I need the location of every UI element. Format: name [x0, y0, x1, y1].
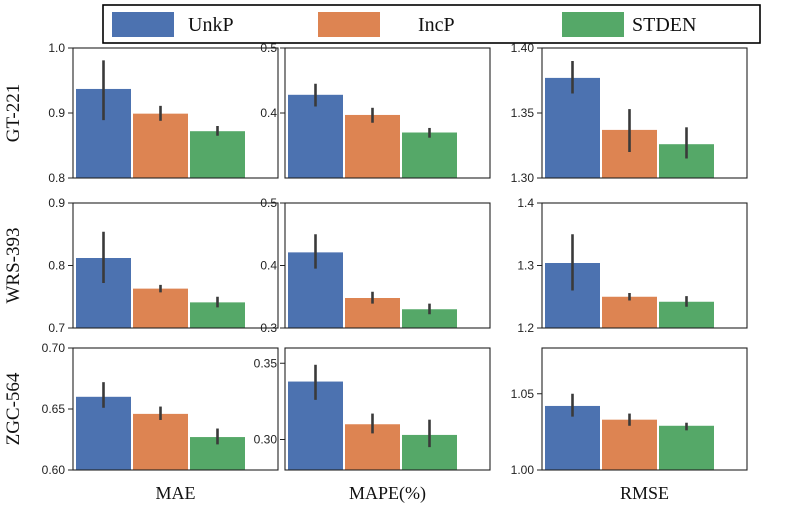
bar-stden — [402, 132, 457, 178]
y-tick-label: 0.5 — [260, 41, 277, 55]
axis-labels: GT-221 WRS-393 ZGC-564 MAE MAPE(%) RMSE — [3, 84, 669, 504]
y-tick-label: 1.3 — [517, 259, 534, 273]
bar-unkp — [545, 77, 600, 178]
y-tick-label: 0.8 — [48, 171, 65, 185]
panel-r0-c0: 0.8 0.9 1.0 — [48, 41, 279, 185]
bar-stden — [659, 425, 714, 470]
y-tick-label: 1.40 — [511, 41, 535, 55]
column-label-mae: MAE — [156, 483, 196, 503]
y-tick-label: 0.8 — [48, 259, 65, 273]
chart-panels: 0.80.91.00.40.51.301.351.400.70.80.90.30… — [42, 41, 748, 477]
y-tick-label: 0.3 — [260, 321, 277, 335]
bar-unkp — [288, 94, 343, 178]
y-tick-label: 1.4 — [517, 196, 534, 210]
y-tick-label: 0.65 — [42, 402, 66, 416]
row-label-gt-221: GT-221 — [3, 84, 24, 142]
bar-stden — [402, 309, 457, 328]
panel-r2-c2: 1.00 1.05 — [511, 347, 748, 477]
panel-r1-c1: 0.3 0.4 0.5 — [260, 196, 491, 335]
y-tick-label: 0.35 — [254, 356, 278, 370]
y-tick-label: 0.9 — [48, 196, 65, 210]
bar-incp — [345, 114, 400, 178]
bar-incp — [133, 413, 188, 470]
bar-unkp — [76, 396, 131, 470]
panel-r2-c0: 0.60 0.65 0.70 — [42, 341, 279, 477]
y-tick-label: 1.30 — [511, 171, 535, 185]
legend-frame — [102, 4, 761, 44]
y-tick-label: 0.7 — [48, 321, 65, 335]
bar-incp — [602, 296, 657, 328]
panel-r1-c2: 1.2 1.3 1.4 — [517, 196, 748, 335]
y-tick-label: 0.70 — [42, 341, 66, 355]
legend-swatch-stden — [562, 12, 624, 37]
panel-r2-c1: 0.30 0.35 — [254, 347, 491, 471]
bar-incp — [133, 288, 188, 328]
y-tick-label: 0.5 — [260, 196, 277, 210]
bar-stden — [190, 131, 245, 178]
y-tick-label: 1.05 — [511, 387, 535, 401]
y-tick-label: 0.30 — [254, 433, 278, 447]
y-tick-label: 1.00 — [511, 463, 535, 477]
bar-incp — [602, 419, 657, 470]
legend-label-incp: IncP — [418, 14, 455, 36]
panel-r0-c1: 0.4 0.5 — [260, 41, 491, 179]
legend-swatch-unkp — [112, 12, 174, 37]
bar-incp — [133, 113, 188, 178]
panel-r1-c0: 0.7 0.8 0.9 — [48, 196, 279, 335]
y-tick-label: 0.4 — [260, 106, 277, 120]
y-tick-label: 0.60 — [42, 463, 66, 477]
panel-frame — [284, 347, 491, 471]
column-label-mape: MAPE(%) — [349, 483, 426, 504]
legend-label-stden: STDEN — [632, 14, 696, 36]
y-tick-label: 1.2 — [517, 321, 534, 335]
legend-swatch-incp — [318, 12, 380, 37]
row-label-zgc-564: ZGC-564 — [3, 372, 24, 445]
panel-frame — [541, 347, 748, 471]
panel-r0-c2: 1.30 1.35 1.40 — [511, 41, 748, 185]
column-label-rmse: RMSE — [620, 483, 669, 503]
y-tick-label: 0.9 — [48, 106, 65, 120]
legend-label-unkp: UnkP — [188, 14, 234, 36]
legend: UnkP IncP STDEN — [102, 4, 761, 44]
row-label-wrs-393: WRS-393 — [3, 228, 24, 304]
y-tick-label: 0.4 — [260, 259, 277, 273]
y-tick-label: 1.35 — [511, 106, 535, 120]
y-tick-label: 1.0 — [48, 41, 65, 55]
